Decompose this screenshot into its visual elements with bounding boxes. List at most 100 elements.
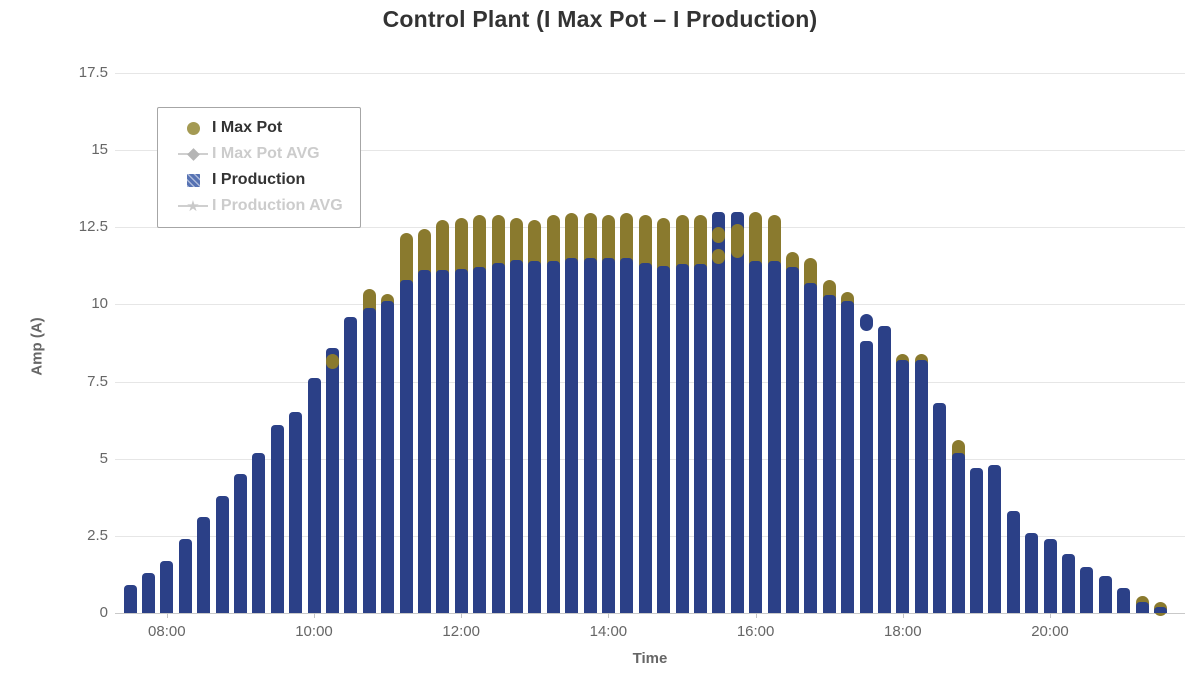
max-pot-point[interactable] xyxy=(638,214,652,272)
production-bar[interactable] xyxy=(528,261,542,613)
y-tick-label: 12.5 xyxy=(78,218,108,236)
max-pot-point[interactable] xyxy=(749,211,763,271)
y-axis-title: Amp (A) xyxy=(28,317,46,376)
production-bar[interactable] xyxy=(362,307,376,613)
legend-item-i-production[interactable]: I Production xyxy=(174,167,360,193)
production-bar[interactable] xyxy=(693,264,707,613)
legend-item-i-max-pot-avg[interactable]: I Max Pot AVG xyxy=(174,141,360,167)
production-bar[interactable] xyxy=(877,326,891,613)
production-bar[interactable] xyxy=(1135,602,1149,613)
production-bar[interactable] xyxy=(160,560,174,613)
max-pot-point[interactable] xyxy=(473,214,487,277)
production-bar[interactable] xyxy=(638,262,652,613)
production-bar[interactable] xyxy=(749,261,763,613)
production-bar[interactable] xyxy=(325,347,339,613)
legend-item-label: I Max Pot xyxy=(212,119,283,136)
legend-item-i-max-pot[interactable]: I Max Pot xyxy=(174,115,360,141)
max-pot-point[interactable] xyxy=(565,213,579,268)
production-bar[interactable] xyxy=(197,517,211,613)
production-bar[interactable] xyxy=(1080,566,1094,613)
x-axis-title: Time xyxy=(632,650,668,667)
production-bar[interactable] xyxy=(252,452,266,613)
production-bar[interactable] xyxy=(896,359,910,613)
max-pot-point[interactable] xyxy=(693,214,707,274)
production-bar[interactable] xyxy=(509,259,523,613)
max-pot-point[interactable] xyxy=(712,248,726,265)
production-bar[interactable] xyxy=(730,211,744,613)
production-bar[interactable] xyxy=(859,341,873,613)
production-bar[interactable] xyxy=(123,585,137,613)
production-bar[interactable] xyxy=(933,403,947,613)
production-bar[interactable] xyxy=(657,265,671,613)
production-bar[interactable] xyxy=(1025,532,1039,613)
production-bar[interactable] xyxy=(712,211,726,613)
production-bar[interactable] xyxy=(675,264,689,613)
x-tickmark xyxy=(1050,613,1051,618)
max-pot-point[interactable] xyxy=(730,224,744,259)
production-bar[interactable] xyxy=(951,452,965,613)
y-tick-label: 2.5 xyxy=(87,526,108,544)
max-pot-point[interactable] xyxy=(436,219,450,280)
production-bar[interactable] xyxy=(565,258,579,613)
x-tick-label: 18:00 xyxy=(884,623,922,640)
production-bar[interactable] xyxy=(914,359,928,613)
production-bar[interactable] xyxy=(417,270,431,613)
production-bar[interactable] xyxy=(767,261,781,613)
production-bar[interactable] xyxy=(620,258,634,613)
x-tickmark xyxy=(166,613,168,618)
legend-item-i-production-avg[interactable]: ★ I Production AVG xyxy=(174,193,360,219)
production-bar[interactable] xyxy=(804,282,818,613)
production-bar[interactable] xyxy=(436,270,450,613)
production-bar[interactable] xyxy=(473,267,487,613)
production-point[interactable] xyxy=(859,313,873,331)
production-bar[interactable] xyxy=(969,467,983,613)
production-bar[interactable] xyxy=(233,474,247,613)
production-bar[interactable] xyxy=(583,258,597,613)
production-bar[interactable] xyxy=(785,267,799,613)
max-pot-point[interactable] xyxy=(601,214,615,268)
production-bar[interactable] xyxy=(399,279,413,613)
production-bar[interactable] xyxy=(141,572,155,613)
production-bar[interactable] xyxy=(1061,554,1075,613)
production-bar[interactable] xyxy=(344,316,358,613)
y-tick-label: 15 xyxy=(91,141,108,159)
max-pot-point[interactable] xyxy=(583,213,597,268)
max-pot-point[interactable] xyxy=(546,214,560,271)
max-pot-point[interactable] xyxy=(712,227,726,243)
production-bar[interactable] xyxy=(1006,511,1020,613)
production-bar[interactable] xyxy=(178,538,192,613)
max-pot-point[interactable] xyxy=(767,214,781,271)
production-bar[interactable] xyxy=(491,262,505,613)
max-pot-point[interactable] xyxy=(675,214,689,274)
max-pot-point[interactable] xyxy=(454,218,468,278)
production-bar[interactable] xyxy=(546,261,560,613)
x-tick-label: 14:00 xyxy=(589,623,628,640)
max-pot-point[interactable] xyxy=(417,228,431,280)
production-bar[interactable] xyxy=(270,424,284,613)
production-bar[interactable] xyxy=(215,495,229,613)
production-bar[interactable] xyxy=(1153,606,1167,613)
max-pot-point[interactable] xyxy=(399,233,413,289)
max-pot-point[interactable] xyxy=(491,214,505,272)
max-pot-point[interactable] xyxy=(528,219,542,271)
production-bar[interactable] xyxy=(822,295,836,613)
production-bar[interactable] xyxy=(289,412,303,613)
production-bar[interactable] xyxy=(454,268,468,613)
production-bar[interactable] xyxy=(841,301,855,613)
y-tick-label: 5 xyxy=(99,449,108,467)
y-gridline xyxy=(115,73,1185,74)
max-pot-point[interactable] xyxy=(509,218,523,269)
production-bar[interactable] xyxy=(307,378,321,613)
production-bar[interactable] xyxy=(1043,538,1057,613)
production-bar[interactable] xyxy=(601,258,615,613)
max-pot-point[interactable] xyxy=(620,213,634,268)
production-bar[interactable] xyxy=(1117,588,1131,613)
production-bar[interactable] xyxy=(988,464,1002,613)
x-tickmark xyxy=(314,613,315,618)
max-pot-point[interactable] xyxy=(325,353,339,370)
circle-marker-icon xyxy=(174,121,212,135)
production-bar[interactable] xyxy=(1098,575,1112,613)
x-tick-label: 10:00 xyxy=(295,623,333,640)
production-bar[interactable] xyxy=(381,301,395,613)
max-pot-point[interactable] xyxy=(657,218,671,275)
